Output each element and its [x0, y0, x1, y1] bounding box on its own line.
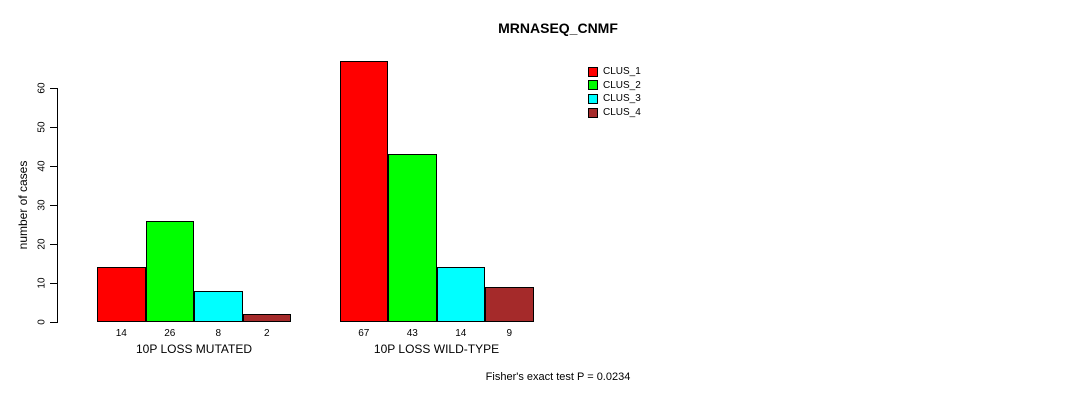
y-axis-tick-label: 60 — [36, 82, 48, 94]
y-axis-line — [57, 88, 58, 323]
bar-value-label: 2 — [263, 328, 270, 339]
y-axis-tick-mark — [50, 166, 57, 167]
bar-value-label: 43 — [406, 328, 418, 339]
bar-clus_3-group2 — [436, 267, 485, 322]
group-label: 10P LOSS WILD-TYPE — [373, 342, 500, 356]
legend-label: CLUS_3 — [603, 93, 641, 105]
legend-swatch-icon — [588, 107, 598, 118]
legend-swatch-icon — [588, 93, 598, 104]
fisher-test-annotation: Fisher's exact test P = 0.0234 — [485, 371, 631, 383]
bar-value-label: 67 — [358, 328, 370, 339]
y-axis-tick-mark — [50, 283, 57, 284]
chart-title: MRNASEQ_CNMF — [498, 20, 618, 36]
y-axis-tick-mark — [50, 88, 57, 89]
bar-value-label: 26 — [164, 328, 176, 339]
legend-swatch-icon — [588, 66, 598, 77]
y-axis-tick-mark — [50, 322, 57, 323]
y-axis-tick-label: 0 — [36, 319, 48, 325]
y-axis-tick-label: 20 — [36, 238, 48, 250]
legend-label: CLUS_1 — [603, 66, 641, 78]
bar-clus_4-group2 — [485, 286, 534, 322]
legend-swatch-icon — [588, 80, 598, 91]
y-axis-tick-label: 30 — [36, 199, 48, 211]
bar-value-label: 14 — [455, 328, 467, 339]
y-axis-title: number of cases — [16, 160, 30, 250]
y-axis-tick-mark — [50, 127, 57, 128]
legend-item: CLUS_2 — [588, 79, 641, 93]
bar-value-label: 14 — [115, 328, 127, 339]
bar-value-label: 9 — [506, 328, 513, 339]
bar-clus_4-group1 — [242, 314, 291, 322]
y-axis-tick-label: 40 — [36, 160, 48, 172]
legend: CLUS_1 CLUS_2 CLUS_3 CLUS_4 — [588, 65, 641, 119]
y-axis-tick-mark — [50, 205, 57, 206]
y-axis-tick-label: 50 — [36, 121, 48, 133]
legend-item: CLUS_3 — [588, 92, 641, 106]
legend-label: CLUS_2 — [603, 79, 641, 91]
y-axis-tick-mark — [50, 244, 57, 245]
bar-clus_2-group2 — [388, 154, 437, 322]
group-label: 10P LOSS MUTATED — [135, 342, 253, 356]
legend-label: CLUS_4 — [603, 107, 641, 119]
legend-item: CLUS_1 — [588, 65, 641, 79]
bar-clus_1-group2 — [339, 60, 388, 322]
bar-clus_3-group1 — [194, 290, 243, 322]
bar-clus_1-group1 — [97, 267, 146, 322]
legend-item: CLUS_4 — [588, 106, 641, 120]
bar-value-label: 8 — [215, 328, 222, 339]
bar-clus_2-group1 — [145, 220, 194, 322]
y-axis-tick-label: 10 — [36, 277, 48, 289]
